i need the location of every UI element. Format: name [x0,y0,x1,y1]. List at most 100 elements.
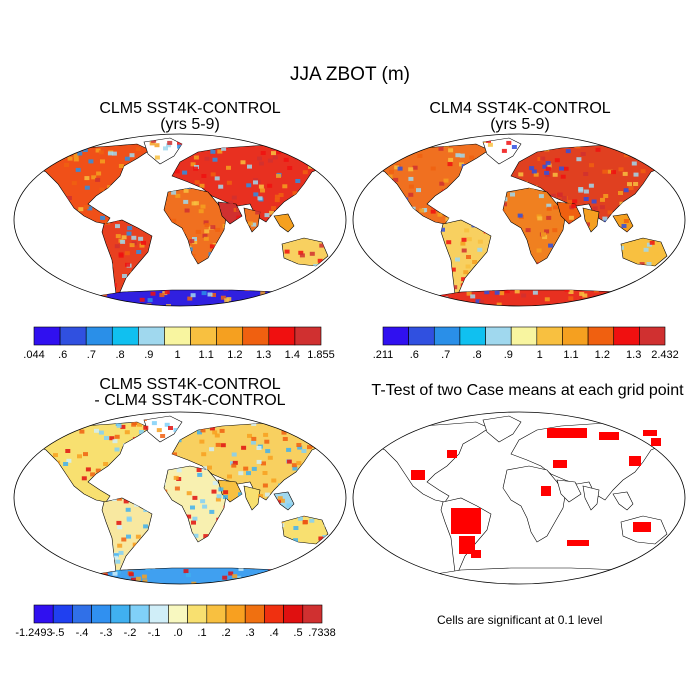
colorbar-label: .0 [173,627,182,639]
colorbar-label: .3 [245,627,254,639]
colorbar-swatch [264,604,284,624]
colorbar-label: 1.1 [563,349,578,361]
map-ttest [352,411,686,585]
significant-cell [447,450,457,458]
colorbar-swatch [138,326,165,346]
panel-title-clm4: CLM4 SST4K-CONTROL (yrs 5-9) [360,101,680,133]
colorbar-swatch [283,604,304,624]
significant-cell [567,540,589,546]
colorbar-label: -.2 [124,627,137,639]
colorbar-label: .1 [197,627,206,639]
map-border [13,133,347,307]
colorbar-swatch [302,604,323,624]
colorbar-swatch [536,326,563,346]
colorbar-swatch [268,326,296,346]
colorbar-swatch [33,326,61,346]
colorbar-label: .044 [23,349,44,361]
colorbar-swatch [110,604,131,624]
map-diff [13,411,347,585]
colorbar-label: .9 [144,349,153,361]
colorbar-clm4: .211 .6 .7 .8 .9 1 1.1 1.2 1.3 2.432 [373,326,679,361]
main-title: JJA ZBOT (m) [290,64,410,85]
colorbar-label: .5 [293,627,302,639]
colorbar-label: 1.2 [227,349,242,361]
land-greenland [482,415,522,443]
panel-title-ttest-line1: T-Test of two Case means at each grid po… [371,382,684,399]
significant-cell [629,456,641,466]
land-antarctica [422,567,652,584]
colorbar-label: 1 [174,349,180,361]
colorbar-label: -.3 [100,627,113,639]
significant-cell [471,550,481,558]
land-northAmerica [368,421,490,503]
colorbar-diff: -1.2493-.5 -.4 -.3 -.2 -.1 .0 .1 .2 .3 .4 .5 .7338 [15,604,336,639]
panel-title-clm5-line1: CLM5 SST4K-CONTROL [99,100,281,117]
colorbar-label: 2.432 [651,349,679,361]
colorbar-swatch [216,326,244,346]
colorbar-swatch [408,326,435,346]
colorbar-swatch [85,326,113,346]
colorbar-label: .211 [373,349,394,361]
colorbar-swatch [111,326,139,346]
significant-cell [451,508,481,534]
land-india [582,207,600,233]
panel-title-clm4-line1: CLM4 SST4K-CONTROL [429,100,611,117]
colorbar-swatch [562,326,589,346]
land-eurasia [510,421,670,501]
colorbar-swatch [382,326,409,346]
panel-title-diff-line2: - CLM4 SST4K-CONTROL [94,392,286,409]
colorbar-swatch [225,604,246,624]
colorbar-swatch [148,604,169,624]
colorbar-swatch [242,326,270,346]
significant-cell [651,438,661,446]
colorbar-label: .6 [58,349,67,361]
significant-cell [553,460,567,468]
map-border [352,411,686,585]
colorbar-swatch [294,326,322,346]
panel-title-diff-line1: CLM5 SST4K-CONTROL [99,376,281,393]
colorbar-label: .2 [221,627,230,639]
colorbar-clm5: .044 .6 .7 .8 .9 1 1.1 1.2 1.3 1.4 1.855 [23,326,335,361]
colorbar-label: .7 [441,349,450,361]
colorbar-label: -1.2493 [15,627,52,639]
colorbar-label: .8 [116,349,125,361]
significant-cell [411,470,425,480]
significant-cell [547,428,587,438]
land-seAsia [612,213,634,233]
significant-cell [459,536,475,554]
panel-title-clm4-line2: (yrs 5-9) [490,116,550,133]
colorbar-swatch [91,604,112,624]
colorbar-swatch [244,604,265,624]
land-india [582,485,600,511]
colorbar-label: .7338 [308,627,336,639]
panel-title-diff: CLM5 SST4K-CONTROL - CLM4 SST4K-CONTROL [40,377,340,409]
colorbar-swatch [129,604,150,624]
land-seAsia [612,491,634,511]
map-border [13,411,347,585]
colorbar-label: 1.1 [199,349,214,361]
colorbar-label: -.1 [148,627,161,639]
panel-title-clm5: CLM5 SST4K-CONTROL (yrs 5-9) [40,101,340,133]
colorbar-label: 1.3 [626,349,641,361]
colorbar-swatch [33,604,54,624]
land-northAmerica [29,421,151,503]
colorbar-label: .6 [410,349,419,361]
colorbar-swatch [190,326,217,346]
colorbar-swatch [459,326,486,346]
land-arabia [217,479,243,503]
significance-note: Cells are significant at 0.1 level [437,613,603,627]
colorbar-swatch [168,604,188,624]
colorbar-label: .8 [472,349,481,361]
colorbar-label: 1.855 [307,349,335,361]
colorbar-swatch [587,326,615,346]
land-eurasia [171,421,331,501]
colorbar-swatch [187,604,208,624]
colorbar-swatch [72,604,92,624]
colorbar-label: .4 [269,627,278,639]
map-clm5 [13,133,347,307]
land-antarctica [83,289,313,306]
colorbar-label: -.4 [76,627,89,639]
land-arabia [556,479,582,503]
colorbar-swatch [59,326,87,346]
colorbar-swatch [164,326,191,346]
